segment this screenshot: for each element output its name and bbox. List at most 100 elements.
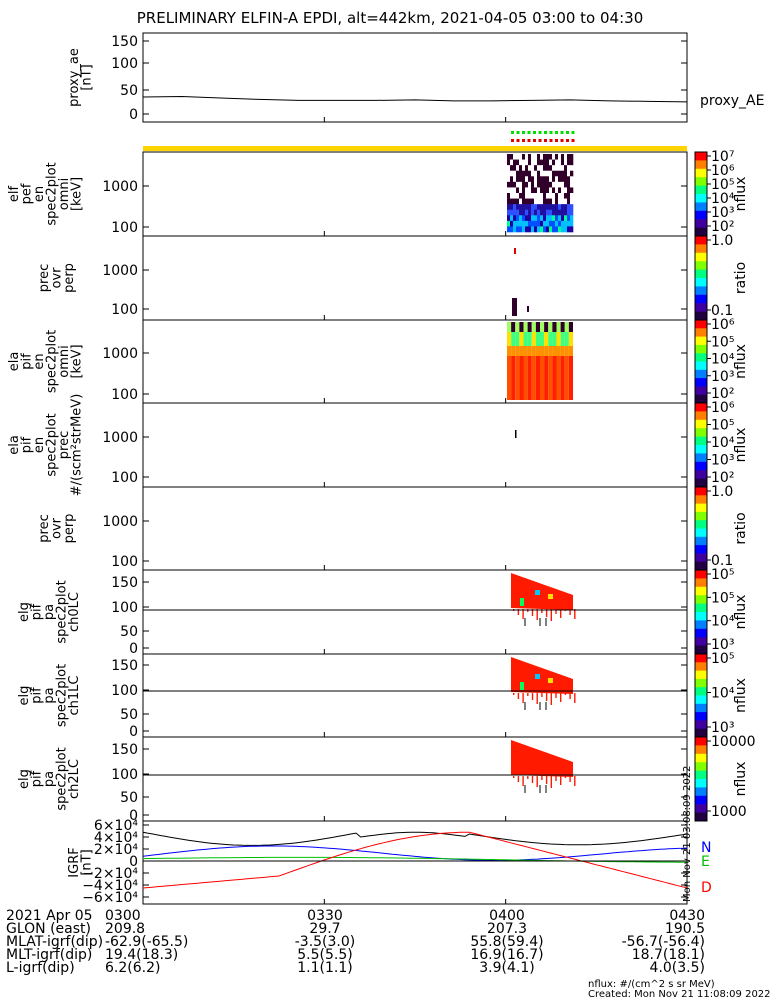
colorbar-label: 10⁶ — [711, 163, 735, 179]
spec-cell — [546, 154, 550, 160]
y-tick-label: −4×10⁴ — [82, 878, 138, 894]
colorbar-label: 10² — [711, 386, 734, 402]
colorbar-step — [695, 227, 707, 237]
pa-strip — [574, 609, 576, 619]
colorbar-label: 10000 — [711, 734, 756, 750]
spec-cell — [549, 176, 553, 183]
spec-cell — [558, 176, 562, 183]
marker-red — [516, 139, 520, 142]
spec-cell — [564, 187, 568, 194]
colorbar-step — [695, 168, 707, 178]
marker-green — [516, 131, 520, 134]
spec-cell — [519, 176, 523, 183]
footer-value: -3.5(3.0) — [295, 934, 356, 950]
colorbar-label: 10³ — [711, 453, 734, 469]
spec-cell — [570, 187, 574, 194]
colorbar-step — [695, 745, 707, 755]
spec-cell — [516, 187, 520, 194]
y-tick-label: 2×10⁴ — [94, 842, 138, 858]
footer-l-label: L-igrf(dip) — [6, 960, 75, 976]
spec-cell — [537, 193, 541, 199]
spec-cell — [522, 215, 526, 222]
y-axis-label: prec — [57, 431, 72, 459]
spec-cell — [525, 215, 529, 222]
pa-strip — [536, 609, 538, 620]
colorbar-step — [695, 703, 707, 713]
spec-cell — [531, 226, 535, 233]
colorbar-step — [695, 470, 707, 480]
colorbar-step — [695, 753, 707, 763]
spec-cell — [555, 181, 559, 188]
y-tick-label: 6×10⁴ — [94, 818, 138, 834]
y-axis-label: spec2plot — [45, 162, 60, 225]
marker-red — [522, 139, 525, 142]
spec-cell — [507, 170, 511, 177]
spec-cell — [543, 226, 547, 233]
spec-cell — [561, 165, 565, 172]
spec-cell — [519, 215, 523, 222]
spec-cell — [507, 165, 511, 172]
footer-date-label: 2021 Apr 05 — [6, 908, 93, 924]
y-axis-label: [keV] — [70, 344, 85, 378]
spec-cell — [570, 154, 574, 160]
spec-cell — [558, 204, 562, 211]
spec-cell — [507, 215, 511, 222]
spec-cell — [537, 176, 541, 183]
spec-cell — [555, 220, 559, 227]
spec-cell — [570, 181, 574, 188]
colorbar-cb7: 10⁵ 10⁴ 10³ nflux — [694, 651, 749, 738]
spec-cell — [513, 209, 517, 216]
y-axis-label: ch1LC — [67, 676, 82, 716]
colorbar-step — [695, 278, 707, 287]
colorbar-step — [695, 445, 707, 454]
spec-cell — [525, 170, 529, 177]
colorbar-step — [695, 361, 707, 371]
pa-strip — [531, 609, 534, 616]
spec-cell — [561, 176, 565, 183]
spec-cell — [523, 346, 528, 356]
spec-cell — [528, 187, 532, 194]
spec-cell — [546, 187, 550, 194]
colorbar-step — [695, 603, 707, 613]
spec-cell — [556, 346, 561, 356]
spec-cell — [552, 154, 556, 160]
spec-cell — [570, 226, 574, 233]
y-axis-label: ovr — [50, 517, 65, 539]
colorbar-step — [695, 628, 707, 638]
spec-cell — [531, 346, 536, 356]
marker-green — [555, 131, 558, 134]
colorbar-label: 10⁵ — [711, 418, 734, 434]
marker-red — [566, 139, 569, 142]
colorbar-step — [695, 578, 707, 588]
spec-cell — [522, 159, 526, 166]
spec-cell — [537, 204, 541, 211]
spec-cell — [567, 215, 571, 222]
plot-title: PRELIMINARY ELFIN-A EPDI, alt=442km, 202… — [137, 9, 643, 27]
spec-cell — [507, 322, 512, 332]
y-axis-label: ovr — [50, 267, 65, 289]
y-tick-label: 150 — [111, 575, 138, 591]
spec-cell — [556, 356, 561, 400]
spec-cell — [564, 154, 568, 160]
spec-cell — [564, 209, 568, 216]
spec-cell — [525, 176, 529, 183]
spec-cell — [548, 356, 553, 400]
pa-strip — [536, 693, 538, 704]
marker-red — [538, 139, 542, 142]
colorbar-unit: nflux — [733, 595, 749, 630]
spec-cell — [555, 204, 559, 211]
panel-frame — [142, 653, 688, 738]
panel-igrf: 6×10⁴4×10⁴2×10⁴0−2×10⁴−4×10⁴−6×10⁴IGRF[n… — [67, 818, 688, 906]
y-axis-label: [keV] — [70, 177, 85, 211]
spec-cell — [507, 181, 511, 188]
colorbar-label: 10⁶ — [711, 400, 735, 416]
y-axis-label: omni — [57, 345, 72, 377]
y-tick-label: 100 — [111, 387, 138, 403]
spec-cell — [568, 332, 573, 346]
prec-mark — [514, 248, 516, 254]
colorbar-step — [695, 286, 707, 296]
pa-strip — [522, 609, 524, 619]
spec-cell — [519, 220, 523, 227]
y-axis-label: omni — [57, 178, 72, 210]
